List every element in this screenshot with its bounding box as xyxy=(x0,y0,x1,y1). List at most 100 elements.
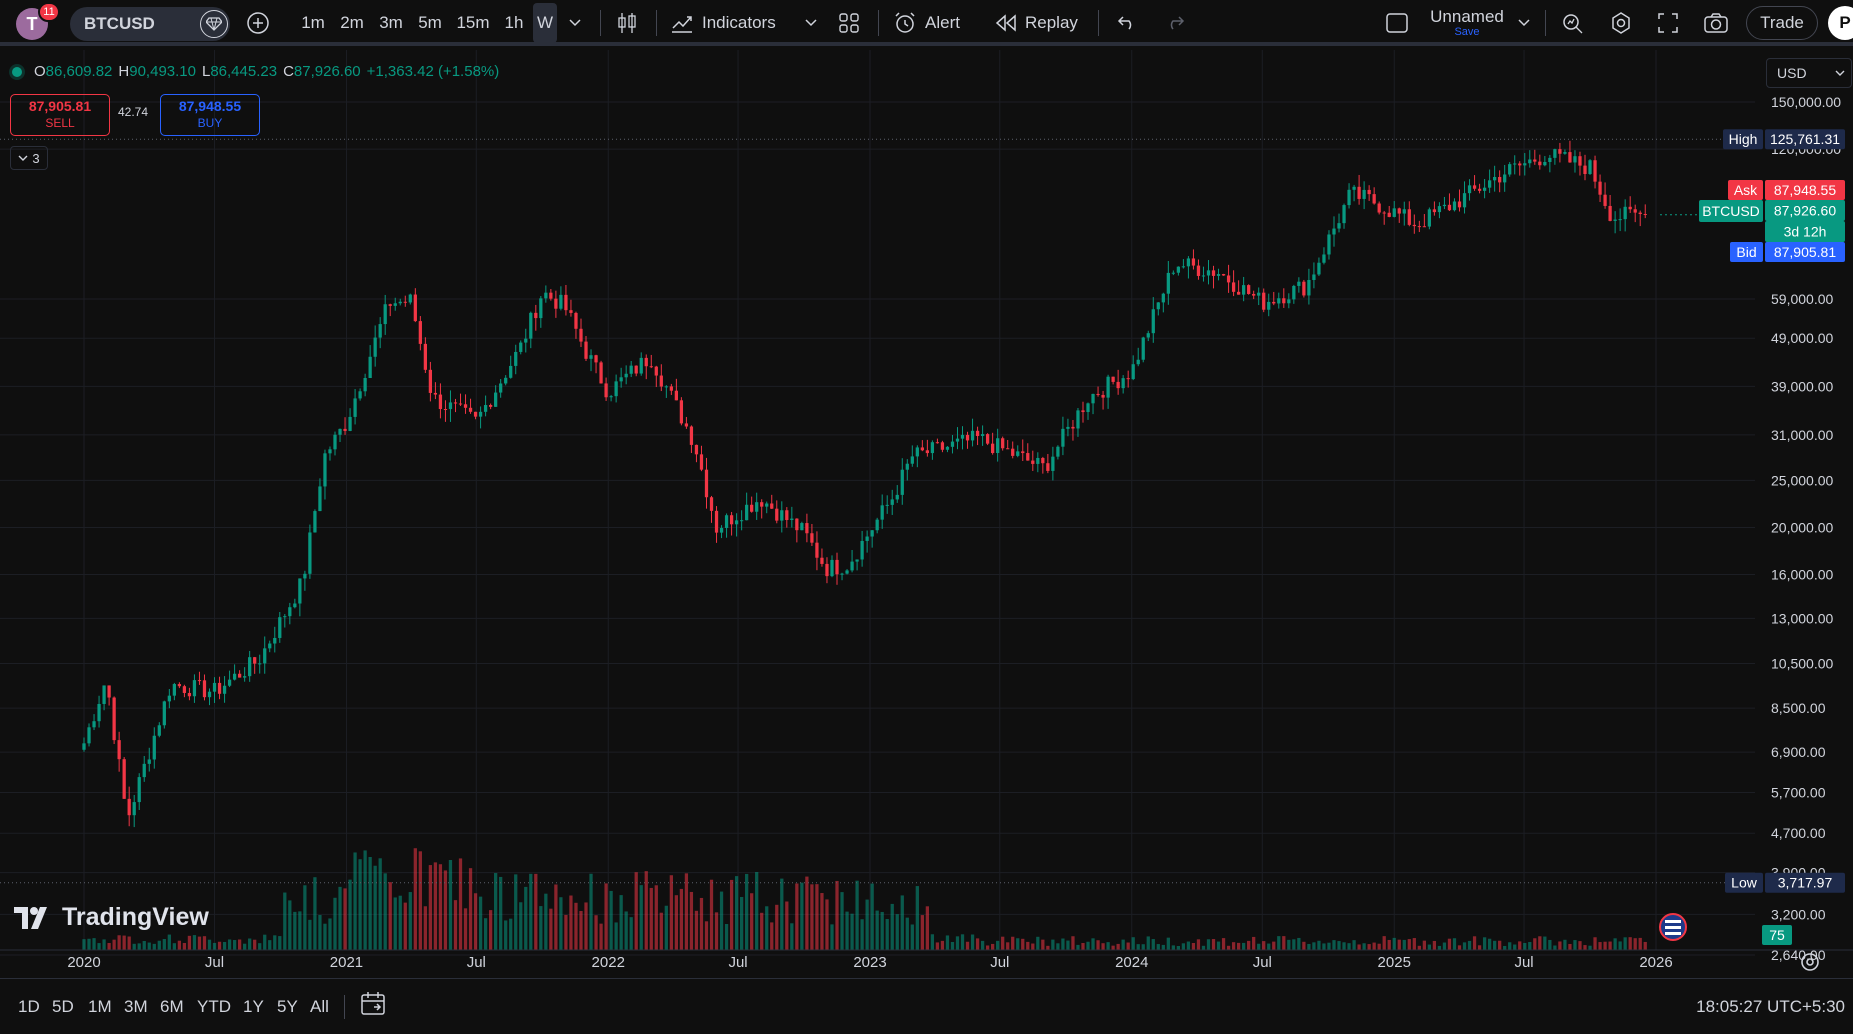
volume-bar xyxy=(810,884,814,950)
candle-body xyxy=(1006,448,1010,450)
candle-body xyxy=(669,386,673,391)
timeframe-1h[interactable]: 1h xyxy=(504,13,524,32)
candle-body xyxy=(960,434,965,439)
divider xyxy=(600,10,601,36)
volume-bar xyxy=(1523,942,1527,950)
replay-button[interactable]: Replay xyxy=(995,0,1085,46)
settings-gear-icon[interactable] xyxy=(1606,0,1636,46)
volume-bar xyxy=(1342,942,1346,950)
volume-bar xyxy=(268,940,272,950)
volume-bar xyxy=(634,872,638,950)
volume-bar xyxy=(1181,943,1186,950)
price-axis[interactable]: 150,000.00120,000.0059,000.0049,000.0039… xyxy=(1659,94,1845,963)
volume-bar xyxy=(1402,939,1406,950)
volume-bar xyxy=(694,910,699,950)
volume-bar xyxy=(654,885,658,950)
range-6m[interactable]: 6M xyxy=(160,997,184,1016)
timeframe-2m[interactable]: 2m xyxy=(340,13,364,32)
fullscreen-icon[interactable] xyxy=(1653,0,1683,46)
volume-bar xyxy=(805,876,809,950)
indicators-chevron-down-icon[interactable] xyxy=(800,0,822,46)
layout-save-link[interactable]: Save xyxy=(1454,26,1480,38)
indicators-collapse-button[interactable]: 3 xyxy=(10,146,48,170)
candle-body xyxy=(1377,203,1381,213)
time-axis[interactable]: 2020 Jul 2021 Jul 2022 Jul 2023 Jul 2024 Jul 2025 J… xyxy=(0,949,1853,971)
candle-body xyxy=(373,337,377,357)
candle-body xyxy=(92,721,96,728)
range-1d[interactable]: 1D xyxy=(18,997,40,1016)
range-ytd[interactable]: YTD xyxy=(197,997,231,1016)
range-1y[interactable]: 1Y xyxy=(243,997,264,1016)
publish-button[interactable]: P xyxy=(1828,6,1853,40)
candle-body xyxy=(353,398,357,417)
candle-body xyxy=(629,365,633,374)
range-5y[interactable]: 5Y xyxy=(277,997,298,1016)
chart-pane[interactable]: 150,000.00120,000.0059,000.0049,000.0039… xyxy=(0,50,1853,980)
buy-button[interactable]: 87,948.55 BUY xyxy=(160,94,260,136)
camera-snapshot-icon[interactable] xyxy=(1700,0,1732,46)
layout-square-icon[interactable] xyxy=(1382,0,1412,46)
layout-chevron-down-icon[interactable] xyxy=(1514,0,1534,46)
timezone-clock[interactable]: 18:05:27 UTC+5:30 xyxy=(1696,997,1845,1016)
volume-bar xyxy=(1513,944,1517,950)
candle-body xyxy=(1096,393,1100,395)
candle-body xyxy=(1136,359,1140,365)
candle-body xyxy=(182,686,187,693)
volume-bar xyxy=(850,913,854,950)
volume-bar xyxy=(172,943,176,950)
volume-bar xyxy=(288,900,292,950)
candle-body xyxy=(659,375,663,387)
volume-bar xyxy=(1442,942,1447,950)
volume-bar xyxy=(554,884,558,950)
candle-body xyxy=(1131,364,1135,380)
indicators-button[interactable]: Indicators xyxy=(670,0,820,46)
timeframe-3m[interactable]: 3m xyxy=(379,13,403,32)
candle-body xyxy=(729,515,734,525)
trade-button[interactable]: Trade xyxy=(1746,6,1818,40)
range-1m[interactable]: 1M xyxy=(88,997,112,1016)
volume-bar xyxy=(609,890,613,950)
timeframe-w-active[interactable]: W xyxy=(533,3,557,43)
volume-bar xyxy=(524,886,528,950)
candle-body xyxy=(765,503,769,507)
timeframe-15m[interactable]: 15m xyxy=(456,13,490,32)
layout-name-button[interactable]: Unnamed Save xyxy=(1422,0,1512,46)
layouts-grid-icon[interactable] xyxy=(834,0,864,46)
volume-bar xyxy=(1186,941,1191,950)
timeframe-5m[interactable]: 5m xyxy=(418,13,442,32)
go-to-date-calendar-icon[interactable] xyxy=(360,991,386,1022)
candle-body xyxy=(529,312,533,339)
quick-search-icon[interactable] xyxy=(1557,0,1587,46)
timeframe-chevron-down-icon[interactable] xyxy=(564,0,586,46)
timeframe-1m[interactable]: 1m xyxy=(301,13,325,32)
volume-bar xyxy=(795,883,799,950)
tradingview-logo-icon xyxy=(14,906,47,929)
range-3m[interactable]: 3M xyxy=(124,997,148,1016)
candle-body xyxy=(734,520,739,525)
candle-body xyxy=(654,366,658,376)
undo-icon[interactable] xyxy=(1112,0,1142,46)
volume-bar xyxy=(574,902,578,950)
range-5d[interactable]: 5D xyxy=(52,997,74,1016)
candle-body xyxy=(1166,272,1170,294)
candle-body xyxy=(649,366,653,368)
range-all[interactable]: All xyxy=(310,997,329,1016)
candle-body xyxy=(604,383,608,398)
candle-body xyxy=(1578,156,1582,166)
redo-icon[interactable] xyxy=(1160,0,1190,46)
diamond-icon[interactable] xyxy=(200,10,228,38)
sell-button[interactable]: 87,905.81 SELL xyxy=(10,94,110,136)
volume-bar xyxy=(905,917,909,950)
alert-button[interactable]: Alert xyxy=(893,0,973,46)
volume-bar xyxy=(644,871,648,950)
currency-select[interactable]: USD xyxy=(1766,58,1852,88)
candle-body xyxy=(970,430,975,441)
volume-bar xyxy=(1121,939,1125,950)
candle-type-icon[interactable] xyxy=(612,0,642,46)
volume-bar xyxy=(1081,942,1085,950)
candle-body xyxy=(298,578,302,604)
volume-bar xyxy=(755,872,759,950)
compare-add-icon[interactable] xyxy=(243,0,273,46)
candle-body xyxy=(1021,451,1025,454)
candlestick-chart[interactable]: 150,000.00120,000.0059,000.0049,000.0039… xyxy=(0,50,1853,980)
